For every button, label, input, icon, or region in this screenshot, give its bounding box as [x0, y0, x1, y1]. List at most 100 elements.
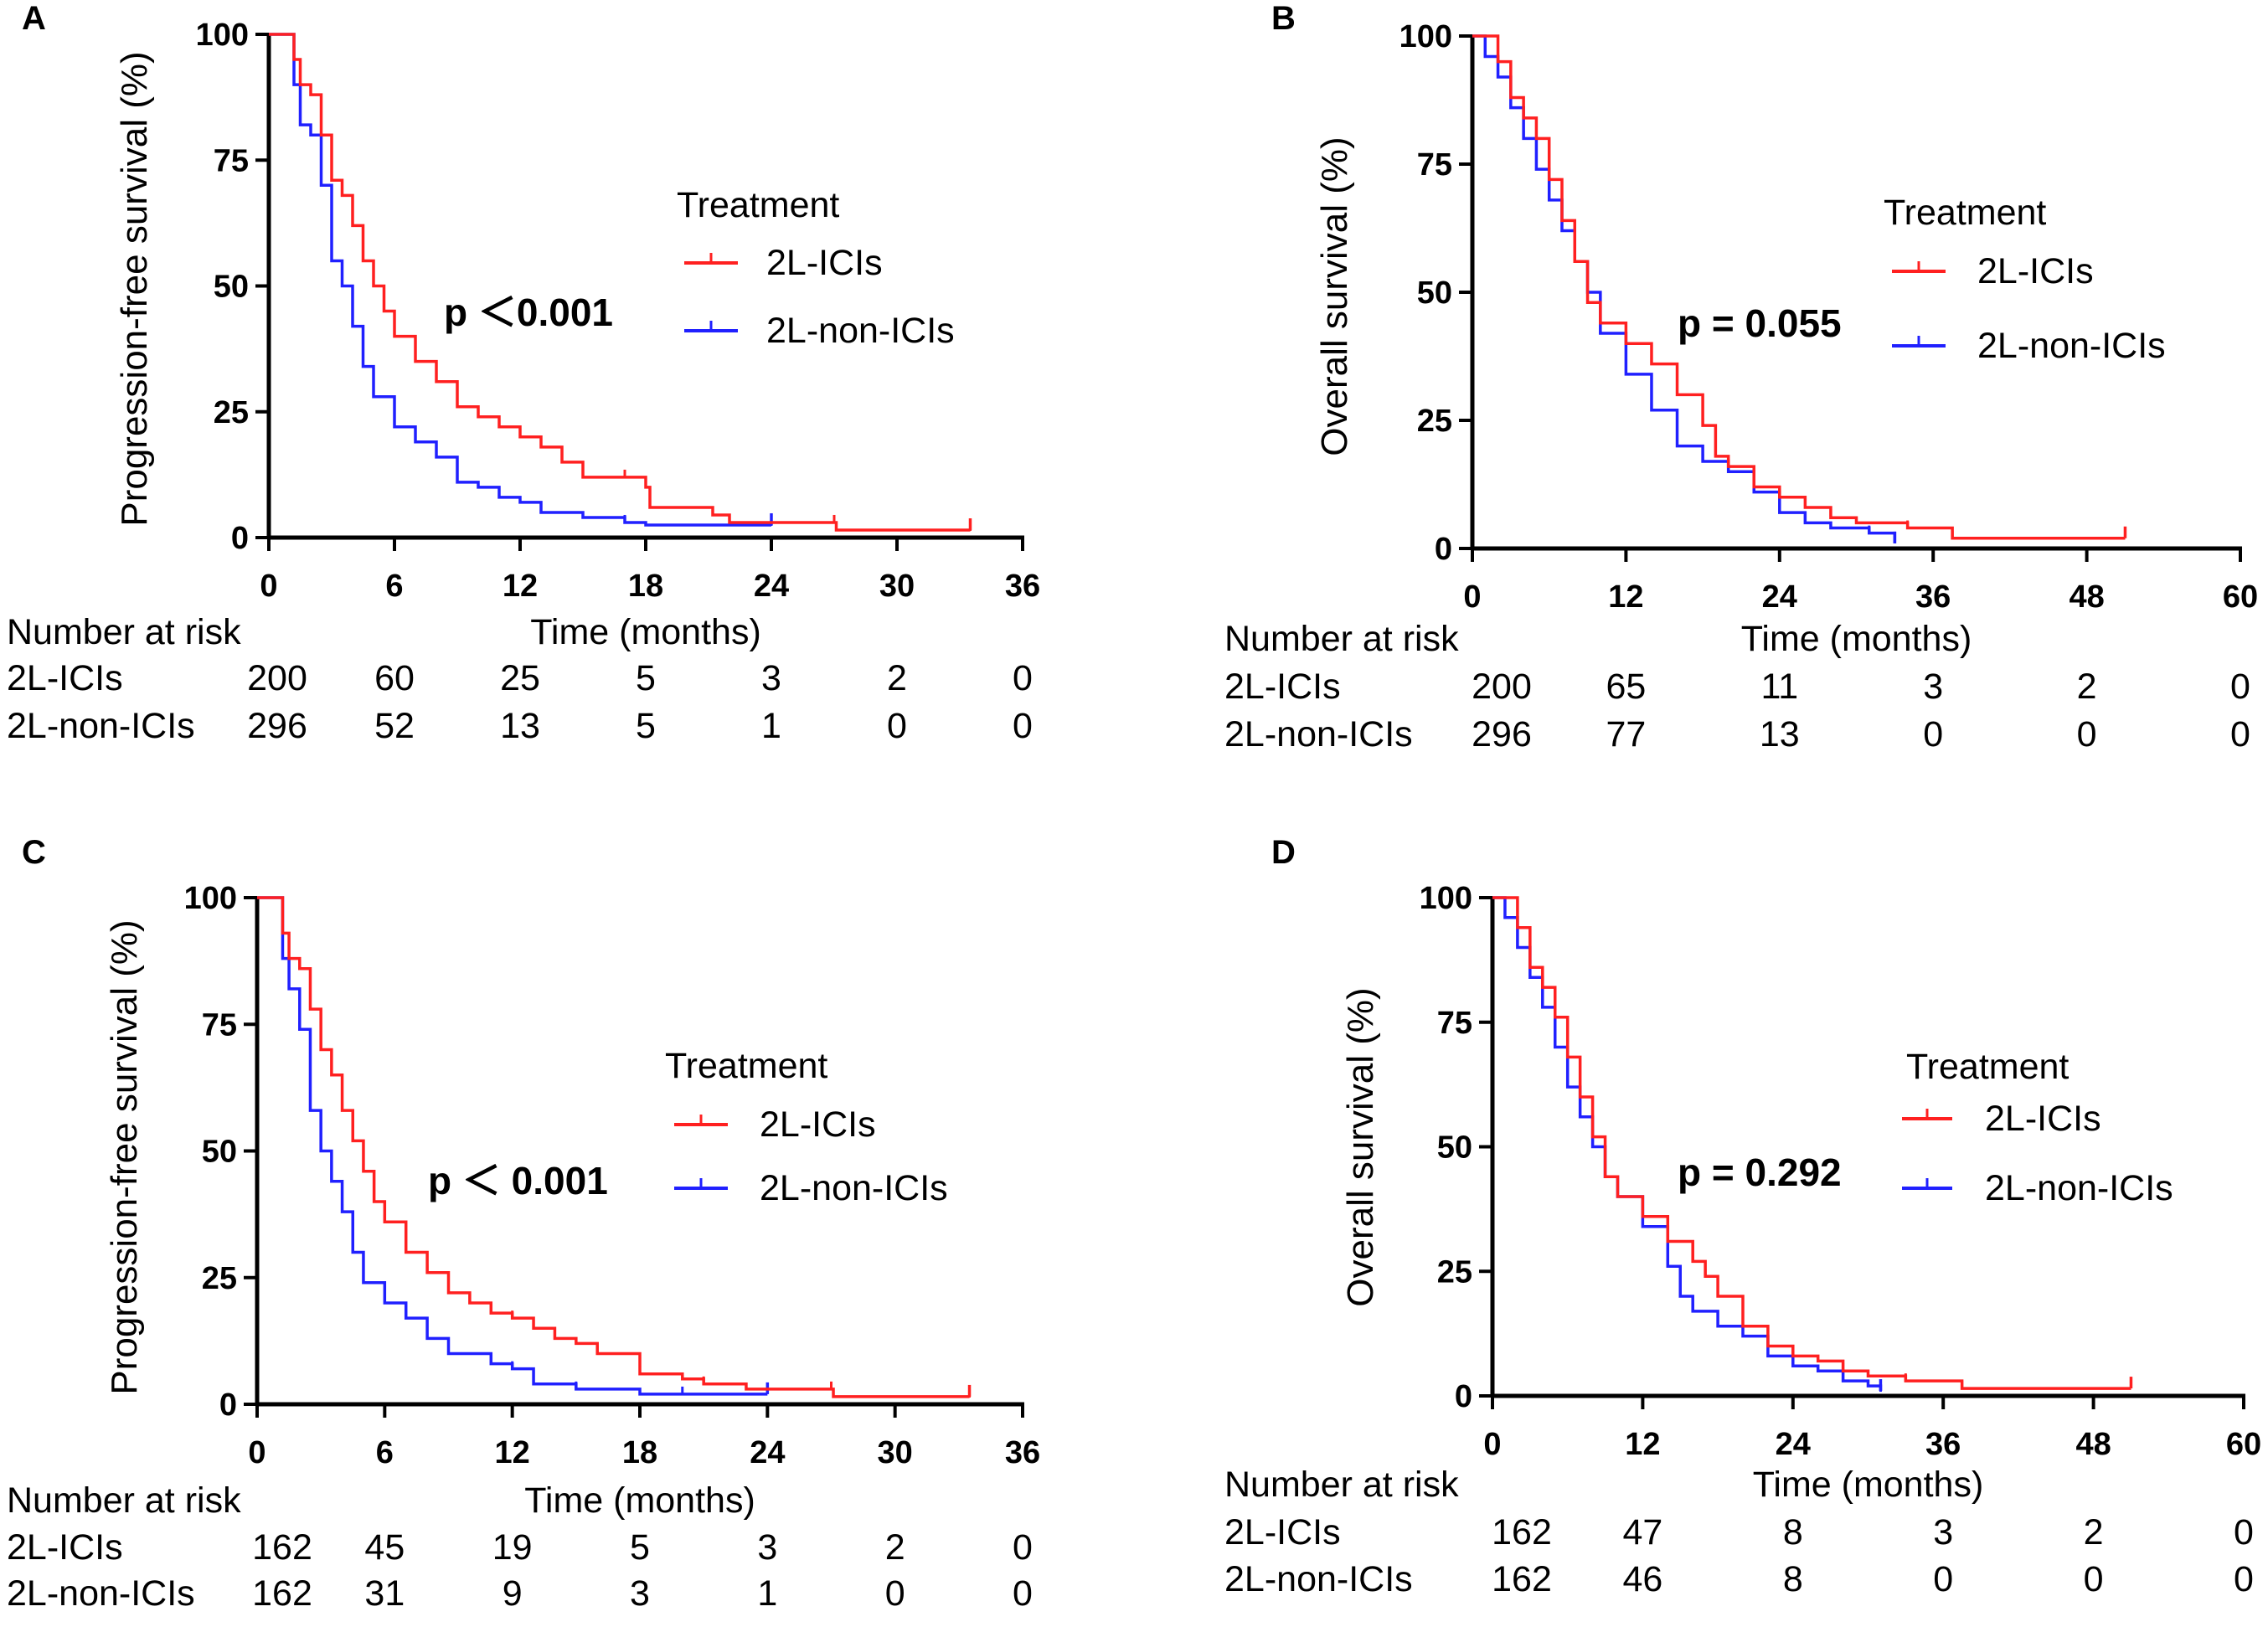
- risk-value: 13: [1760, 714, 1800, 754]
- y-tick-label: 75: [1437, 1006, 1472, 1041]
- risk-row-label: 2L-ICIs: [7, 658, 123, 698]
- y-tick-label: 0: [1435, 532, 1452, 567]
- x-tick-label: 48: [2069, 579, 2104, 615]
- panel-letter: B: [1271, 0, 1296, 37]
- legend-title: Treatment: [665, 1046, 827, 1086]
- y-tick-label: 100: [196, 18, 249, 53]
- risk-value: 25: [500, 658, 540, 698]
- y-tick-label: 100: [1420, 881, 1472, 916]
- risk-value: 77: [1606, 714, 1646, 754]
- y-tick-label: 100: [184, 881, 237, 916]
- p-value: p = 0.292: [1678, 1151, 1842, 1194]
- risk-table-title: Number at risk: [1224, 619, 1459, 659]
- x-tick-label: 24: [1776, 1427, 1811, 1462]
- risk-value: 162: [252, 1527, 312, 1568]
- survival-curve-non-ici: [1472, 34, 1897, 543]
- y-tick-label: 100: [1399, 19, 1452, 54]
- risk-value: 200: [1472, 667, 1532, 707]
- risk-value: 2: [885, 1527, 905, 1568]
- risk-value: 45: [364, 1527, 405, 1568]
- risk-value: 47: [1622, 1512, 1662, 1552]
- legend-label: 2L-non-ICIs: [760, 1168, 948, 1208]
- risk-value: 2: [2084, 1512, 2104, 1552]
- x-tick-label: 36: [1915, 579, 1951, 615]
- y-tick-label: 25: [214, 395, 249, 430]
- risk-value: 13: [500, 706, 540, 746]
- x-tick-label: 12: [503, 569, 538, 604]
- x-tick-label: 60: [2226, 1427, 2261, 1462]
- y-tick-label: 75: [1417, 147, 1452, 183]
- x-tick-label: 0: [1483, 1427, 1501, 1462]
- risk-value: 200: [247, 658, 307, 698]
- risk-row-label: 2L-ICIs: [1224, 667, 1341, 707]
- risk-table-title: Number at risk: [1224, 1465, 1459, 1505]
- risk-value: 31: [364, 1573, 405, 1614]
- y-axis-label: Progression-free survival (%): [114, 51, 155, 526]
- p-value: p = 0.055: [1678, 301, 1842, 345]
- y-tick-label: 0: [1455, 1379, 1472, 1414]
- risk-value: 296: [247, 706, 307, 746]
- legend-label: 2L-ICIs: [1977, 251, 2094, 291]
- p-value: p ＜ 0.001: [428, 1159, 608, 1202]
- risk-table-title: Number at risk: [7, 612, 241, 652]
- risk-value: 5: [636, 658, 656, 698]
- risk-value: 0: [1923, 714, 1943, 754]
- x-tick-label: 12: [1608, 579, 1643, 615]
- risk-value: 2: [2077, 667, 2097, 707]
- x-tick-label: 24: [750, 1435, 785, 1470]
- risk-value: 1: [761, 706, 781, 746]
- x-tick-label: 36: [1005, 569, 1040, 604]
- risk-value: 65: [1606, 667, 1646, 707]
- legend-label: 2L-ICIs: [1985, 1099, 2101, 1139]
- y-tick-label: 75: [214, 143, 249, 178]
- risk-value: 0: [1013, 1527, 1033, 1568]
- legend-label: 2L-non-ICIs: [1977, 326, 2166, 366]
- y-tick-label: 50: [1437, 1130, 1472, 1166]
- risk-value: 19: [492, 1527, 533, 1568]
- risk-value: 0: [2234, 1512, 2254, 1552]
- panel-letter: C: [22, 834, 46, 871]
- panel-b: B 0 25 50 75 100 0 12 24 36 48 60 Overall survival (…: [1224, 0, 2258, 754]
- legend-label: 2L-non-ICIs: [1985, 1168, 2173, 1208]
- x-tick-label: 18: [628, 569, 663, 604]
- y-axis-label: Progression-free survival (%): [104, 919, 145, 1394]
- risk-value: 0: [2234, 1559, 2254, 1599]
- risk-value: 46: [1622, 1559, 1662, 1599]
- survival-curve-ici: [1492, 896, 2131, 1390]
- survival-curve-ici: [1472, 34, 2126, 540]
- risk-value: 8: [1783, 1559, 1803, 1599]
- y-tick-label: 25: [1417, 404, 1452, 439]
- survival-curve-non-ici: [269, 33, 771, 527]
- x-tick-label: 48: [2075, 1427, 2111, 1462]
- survival-curve-non-ici: [1492, 896, 1883, 1392]
- y-tick-label: 0: [219, 1388, 237, 1423]
- risk-value: 0: [887, 706, 907, 746]
- x-tick-label: 12: [1625, 1427, 1660, 1462]
- risk-table-title: Number at risk: [7, 1480, 241, 1521]
- x-tick-label: 0: [248, 1435, 265, 1470]
- risk-value: 162: [252, 1573, 312, 1614]
- risk-value: 3: [761, 658, 781, 698]
- x-axis-label: Time (months): [1741, 619, 1972, 659]
- panel-letter: D: [1271, 834, 1296, 871]
- risk-value: 0: [885, 1573, 905, 1614]
- x-tick-label: 30: [878, 1435, 913, 1470]
- y-tick-label: 50: [1417, 275, 1452, 311]
- x-tick-label: 6: [385, 569, 403, 604]
- x-tick-label: 24: [1762, 579, 1797, 615]
- panel-d: D 0 25 50 75 100 0 12 24 36 48 60 Overall survival (…: [1224, 834, 2261, 1599]
- risk-value: 52: [374, 706, 415, 746]
- x-tick-label: 6: [376, 1435, 394, 1470]
- legend-title: Treatment: [1884, 193, 2046, 233]
- risk-value: 5: [636, 706, 656, 746]
- x-tick-label: 24: [754, 569, 789, 604]
- risk-value: 0: [1013, 658, 1033, 698]
- y-tick-label: 75: [202, 1007, 237, 1043]
- risk-value: 0: [2230, 667, 2250, 707]
- x-tick-label: 36: [1925, 1427, 1961, 1462]
- x-tick-label: 36: [1005, 1435, 1040, 1470]
- risk-row-label: 2L-non-ICIs: [1224, 714, 1413, 754]
- risk-row-label: 2L-ICIs: [7, 1527, 123, 1568]
